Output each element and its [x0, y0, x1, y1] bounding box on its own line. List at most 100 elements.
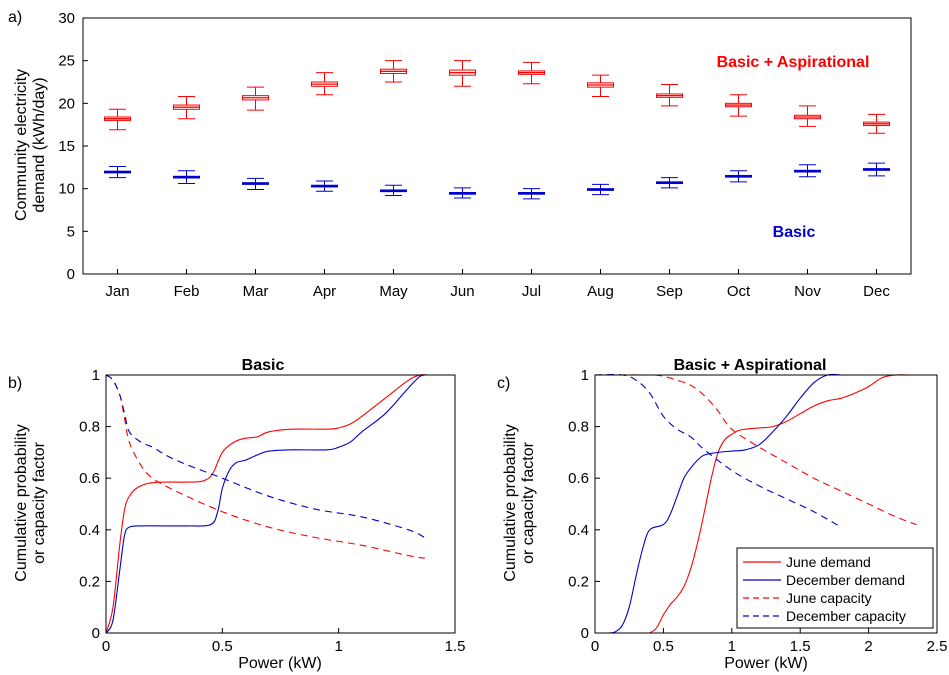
panel-b: b) Basic Cumulative probability or capac… — [8, 357, 465, 672]
box-basic-nov — [794, 164, 821, 178]
panel-a-axes-frame — [82, 17, 912, 275]
panel-a-xtick-label: Jan — [105, 283, 129, 300]
panel-c-xtick-label: 1 — [728, 638, 736, 655]
panel-b-ytick-label: 0.8 — [79, 419, 100, 436]
panel-a-xtick-label: Oct — [727, 283, 751, 300]
box-basic-aspirational-aug — [587, 74, 614, 98]
panel-b-xtick-label: 1 — [334, 638, 342, 655]
panel-b-xtick-label: 0.5 — [212, 638, 233, 655]
panel-a-ytick-label: 30 — [58, 10, 75, 27]
panel-c-ylabel-line1: Cumulative probability — [502, 424, 519, 581]
panel-c-ytick-label: 0 — [581, 625, 589, 642]
panel-c-ytick-label: 0.8 — [568, 419, 589, 436]
panel-c-line-december-demand — [608, 373, 842, 634]
legend-label-december-capacity: December capacity — [786, 608, 906, 624]
panel-a-ylabel-line2: demand (kWh/day) — [31, 77, 48, 212]
panel-b-lines — [105, 374, 428, 634]
panel-a-label: a) — [8, 9, 22, 26]
box-basic-aspirational-dec — [863, 113, 890, 134]
box-basic-feb — [173, 170, 200, 185]
panel-c-ytick-label: 0.4 — [568, 522, 589, 539]
panel-c-title: Basic + Aspirational — [674, 357, 827, 374]
panel-b-ytick-label: 0 — [92, 625, 100, 642]
box-basic-aspirational-may — [380, 60, 407, 83]
panel-a-xtick-label: Aug — [587, 283, 614, 300]
panel-a-axis-ticks: 0 5 10 15 20 25 30 Jan Feb Mar Apr May Jun Jul Aug Sep O… — [58, 10, 890, 300]
panel-c-axis-ticks: 0 0.2 0.4 0.6 0.8 1 0 0.5 1 1.5 2 2.5 — [568, 367, 947, 655]
panel-b-ytick-label: 0.4 — [79, 522, 100, 539]
panel-c-lines — [594, 373, 917, 634]
panel-a-ytick-label: 0 — [67, 266, 75, 283]
box-basic-jun — [449, 187, 476, 199]
panel-b-ylabel-line2: or capacity factor — [31, 441, 48, 564]
panel-a-xtick-label: Jul — [522, 283, 541, 300]
panel-c-axes-frame — [594, 374, 938, 634]
legend-label-december-demand: December demand — [786, 572, 905, 588]
panel-b-axis-ticks: 0 0.2 0.4 0.6 0.8 1 0 0.5 1 1.5 — [79, 367, 465, 655]
panel-a-boxes — [104, 60, 890, 200]
panel-c-xtick-label: 2 — [864, 638, 872, 655]
panel-b-ylabel-line1: Cumulative probability — [13, 424, 30, 581]
panel-a-ytick-label: 5 — [67, 223, 75, 240]
panel-c-ytick-label: 0.2 — [568, 573, 589, 590]
panel-b-line-june-demand — [105, 374, 428, 634]
panel-b-line-june-capacity — [105, 374, 425, 559]
panel-a-xtick-label: Nov — [794, 283, 821, 300]
panel-b-xtick-label: 0 — [102, 638, 110, 655]
panel-a-xtick-label: Sep — [656, 283, 683, 300]
panel-c-line-june-demand — [649, 374, 917, 634]
panel-c-ytick-label: 1 — [581, 367, 589, 384]
panel-c-line-december-capacity — [594, 374, 842, 528]
annotation-basic-aspirational: Basic + Aspirational — [717, 54, 870, 71]
box-basic-aspirational-jun — [449, 60, 476, 87]
panel-b-axes-frame — [105, 374, 456, 634]
panel-c-xtick-label: 1.5 — [790, 638, 811, 655]
box-basic-aspirational-mar — [242, 86, 269, 111]
panel-c-label: c) — [497, 375, 510, 392]
legend-label-june-demand: June demand — [786, 554, 871, 570]
panel-b-title: Basic — [242, 357, 285, 374]
panel-c-ylabel-line2: or capacity factor — [520, 441, 537, 564]
panel-a-xtick-label: Feb — [174, 283, 200, 300]
panel-c: c) Basic + Aspirational Cumulative proba… — [497, 357, 947, 672]
panel-a-xtick-label: Mar — [243, 283, 269, 300]
panel-b-ytick-label: 1 — [92, 367, 100, 384]
box-basic-dec — [863, 162, 890, 177]
panel-a-xtick-label: Jun — [450, 283, 474, 300]
panel-a-ylabel-line1: Community electricity — [13, 69, 30, 221]
panel-c-xtick-label: 2.5 — [927, 638, 948, 655]
panel-a: a) Community electricity demand (kWh/day… — [8, 9, 912, 300]
box-basic-aspirational-nov — [794, 105, 821, 127]
box-basic-aspirational-feb — [173, 96, 200, 120]
legend-box — [736, 547, 934, 629]
panel-b-xlabel: Power (kW) — [238, 655, 322, 672]
panel-c-xtick-label: 0.5 — [653, 638, 674, 655]
box-basic-mar — [242, 177, 269, 191]
box-basic-aspirational-apr — [311, 72, 338, 96]
panel-a-ytick-label: 15 — [58, 138, 75, 155]
box-basic-apr — [311, 180, 338, 192]
box-basic-jan — [104, 165, 131, 179]
panel-a-ytick-label: 10 — [58, 181, 75, 198]
box-basic-may — [380, 184, 407, 196]
box-basic-aug — [587, 183, 614, 196]
box-basic-aspirational-jul — [518, 61, 545, 85]
panel-b-line-december-demand — [105, 374, 428, 634]
panel-a-xtick-label: Dec — [863, 283, 890, 300]
box-basic-aspirational-sep — [656, 84, 683, 107]
box-basic-aspirational-jan — [104, 108, 131, 131]
panel-c-ytick-label: 0.6 — [568, 470, 589, 487]
box-basic-sep — [656, 177, 683, 189]
panel-b-label: b) — [8, 375, 22, 392]
panel-b-ytick-label: 0.2 — [79, 573, 100, 590]
panel-c-xlabel: Power (kW) — [724, 655, 808, 672]
panel-a-ytick-label: 25 — [58, 53, 75, 70]
panel-c-legend: June demand December demand June capacit… — [736, 547, 934, 629]
panel-c-line-june-capacity — [594, 374, 917, 526]
panel-a-xtick-label: May — [379, 283, 408, 300]
panel-a-xtick-label: Apr — [313, 283, 336, 300]
box-basic-oct — [725, 170, 752, 183]
panel-a-ytick-label: 20 — [58, 95, 75, 112]
panel-b-xtick-label: 1.5 — [445, 638, 466, 655]
